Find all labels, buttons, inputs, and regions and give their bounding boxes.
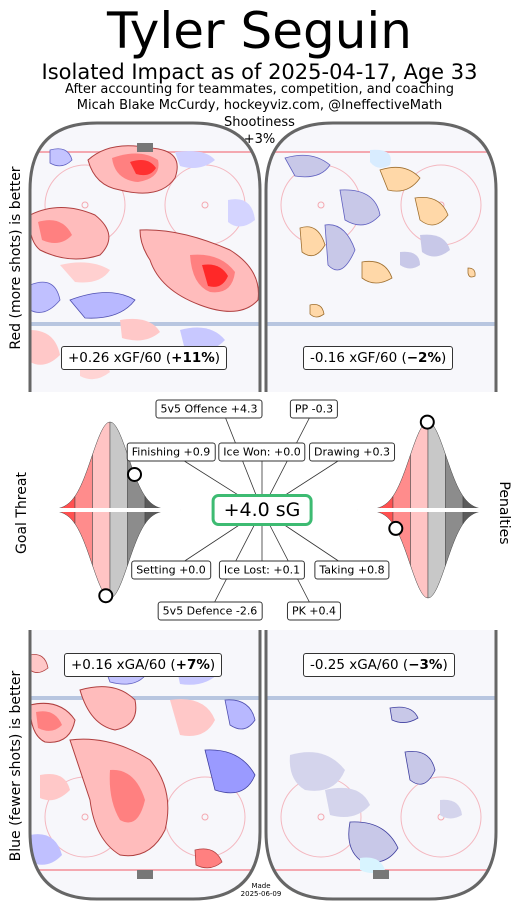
side-label-top: Red (more shots) is better (8, 166, 24, 350)
note-credit: Micah Blake McCurdy, hockeyviz.com, @Ine… (76, 98, 443, 113)
density-band (392, 509, 411, 566)
rink-offence-5v5 (28, 121, 262, 392)
chart-title: Tyler Seguin (107, 2, 412, 60)
total-sg: +4.0 sG (211, 494, 313, 526)
shootiness-value: +3% (243, 132, 276, 147)
tag-drawing: Drawing +0.3 (309, 442, 395, 462)
penalties-distribution (357, 421, 499, 599)
density-band (427, 509, 446, 599)
tag-ice-won: Ice Won: +0.0 (218, 442, 306, 462)
penalties-upper-marker (419, 414, 435, 430)
penalties-lower-marker (388, 520, 404, 536)
density-band (92, 421, 111, 511)
shootiness-label: Shootiness (224, 115, 295, 130)
density-band (92, 509, 111, 599)
density-band (410, 509, 429, 599)
stat-top-right: -0.16 xGF/60 (−2%) (303, 346, 454, 370)
note-adjustment: After accounting for teammates, competit… (65, 82, 454, 97)
tag-setting: Setting +0.0 (131, 560, 211, 580)
stat-bottom-left: +0.16 xGA/60 (+7%) (64, 653, 223, 677)
density-band (57, 495, 76, 511)
density-band (462, 509, 481, 525)
density-band (445, 509, 464, 566)
made-label: Made 2025-06-09 (240, 882, 282, 898)
density-band (74, 454, 93, 511)
rink-defence-5v5 (28, 630, 262, 901)
stat-top-left: +0.26 xGF/60 (+11%) (61, 346, 228, 370)
tag-5v5-defence: 5v5 Defence -2.6 (157, 601, 263, 621)
tag-pk: PK +0.4 (286, 601, 342, 621)
density-band (57, 509, 76, 525)
density-band (445, 454, 464, 511)
tag-ice-lost: Ice Lost: +0.1 (218, 560, 306, 580)
density-band (392, 454, 411, 511)
side-label-goal-threat: Goal Threat (14, 472, 30, 554)
side-label-penalties: Penalties (496, 481, 512, 545)
stat-bottom-right: -0.25 xGA/60 (−3%) (303, 653, 455, 677)
density-band (144, 509, 163, 525)
chart-subtitle: Isolated Impact as of 2025-04-17, Age 33 (41, 60, 478, 84)
tag-finishing: Finishing +0.9 (126, 442, 216, 462)
density-band (144, 495, 163, 511)
density-band (375, 509, 394, 525)
density-band (74, 509, 93, 566)
rink-offence-special-teams (264, 121, 498, 392)
tag-taking: Taking +0.8 (314, 560, 390, 580)
density-band (109, 509, 128, 599)
density-band (375, 495, 394, 511)
goal-threat-distribution (39, 421, 181, 599)
density-band (462, 495, 481, 511)
tag-pp: PP -0.3 (289, 399, 339, 419)
goal-threat-upper-marker (127, 466, 142, 482)
density-band (127, 509, 146, 566)
rink-defence-special-teams (264, 630, 498, 901)
density-band (127, 454, 146, 511)
goal-threat-lower-marker (98, 588, 114, 604)
side-label-bottom: Blue (fewer shots) is better (8, 670, 24, 862)
density-band (109, 421, 128, 511)
density-band (427, 421, 446, 511)
density-band (410, 421, 429, 511)
tag-5v5-offence: 5v5 Offence +4.3 (155, 399, 263, 419)
